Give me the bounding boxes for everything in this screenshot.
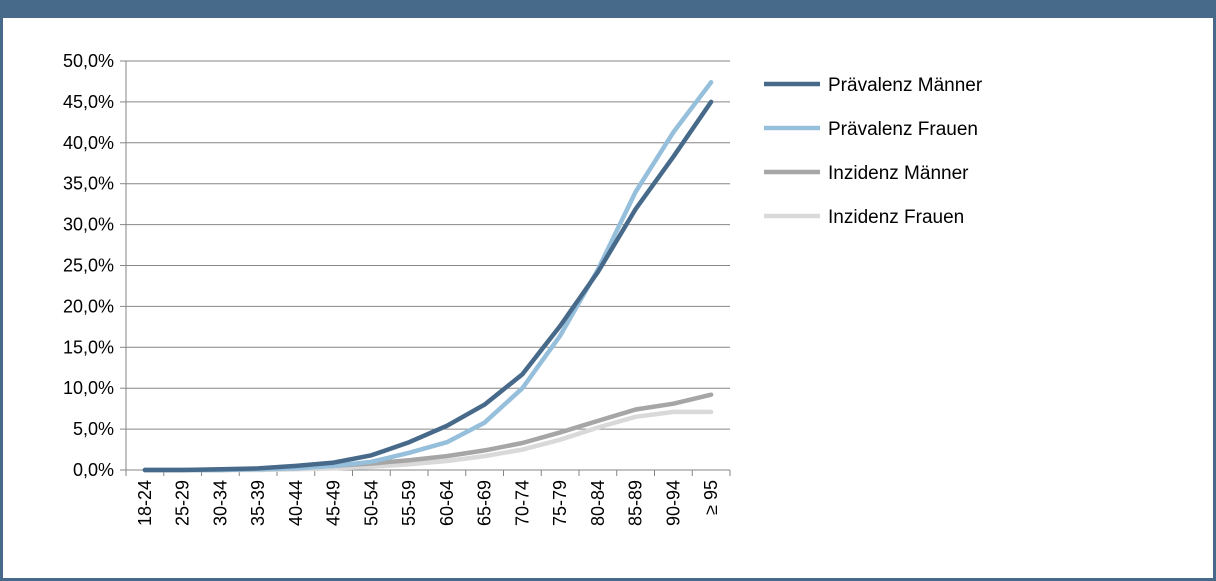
series-line-1 bbox=[142, 99, 714, 473]
x-tick-label: 65-69 bbox=[475, 480, 495, 526]
title-bar bbox=[3, 0, 1216, 18]
y-tick-label: 5,0% bbox=[73, 419, 114, 439]
x-tick-label: 55-59 bbox=[399, 480, 419, 526]
x-tick-labels: 18-24 25-29 30-34 35-39 40-44 45-49 50-54 55-59… bbox=[135, 480, 721, 526]
y-tick-label: 40,0% bbox=[63, 133, 114, 153]
series-line-4 bbox=[142, 409, 714, 473]
x-tick-label: 25-29 bbox=[173, 480, 193, 526]
legend-label: Prävalenz Frauen bbox=[828, 119, 978, 140]
y-tick-label: 35,0% bbox=[63, 174, 114, 194]
x-tick-label: 45-49 bbox=[324, 480, 344, 526]
x-tick-label: 90-94 bbox=[663, 480, 683, 526]
y-tick-label: 0,0% bbox=[73, 460, 114, 480]
y-tick-label: 45,0% bbox=[63, 92, 114, 112]
x-tick-label: ≥ 95 bbox=[701, 480, 721, 515]
y-tick-label: 20,0% bbox=[63, 296, 114, 316]
legend-label: Inzidenz Frauen bbox=[828, 207, 964, 228]
x-tick-label: 75-79 bbox=[550, 480, 570, 526]
x-tick-label: 18-24 bbox=[135, 480, 155, 526]
y-tick-label: 30,0% bbox=[63, 215, 114, 235]
y-tick-labels: 0,0% 5,0% 10,0% 15,0% 20,0% 25,0% 30,0% 35,0% 40… bbox=[63, 51, 114, 480]
x-tick-label: 70-74 bbox=[512, 480, 532, 526]
x-tick-label: 35-39 bbox=[248, 480, 268, 526]
x-tick-label: 40-44 bbox=[286, 480, 306, 526]
series-lines bbox=[142, 80, 714, 473]
y-tick-label: 25,0% bbox=[63, 256, 114, 276]
y-tick-label: 50,0% bbox=[63, 51, 114, 71]
x-tick-label: 50-54 bbox=[361, 480, 381, 526]
x-tick-label: 80-84 bbox=[588, 480, 608, 526]
legend-label: Inzidenz Männer bbox=[828, 163, 969, 184]
x-tick-label: 85-89 bbox=[626, 480, 646, 526]
y-tick-label: 15,0% bbox=[63, 337, 114, 357]
gridlines bbox=[126, 60, 730, 430]
legend-label: Prävalenz Männer bbox=[828, 75, 983, 96]
legend: Prävalenz Männer Prävalenz Frauen Inzidenz… bbox=[764, 75, 983, 228]
x-tick-label: 60-64 bbox=[437, 480, 457, 526]
y-tick-label: 10,0% bbox=[63, 378, 114, 398]
x-tick-label: 30-34 bbox=[210, 480, 230, 526]
axes bbox=[120, 60, 731, 476]
